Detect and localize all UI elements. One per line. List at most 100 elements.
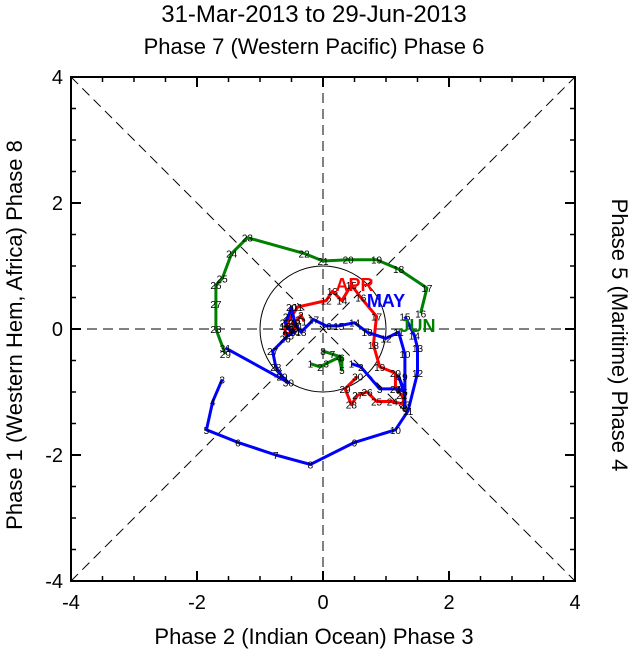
day-label: 23: [242, 234, 254, 245]
day-label: 20: [343, 256, 355, 267]
day-label: 21: [317, 257, 329, 268]
x-tick-label: 4: [569, 592, 580, 614]
series-layer: [204, 236, 429, 466]
day-label: 2: [358, 363, 364, 374]
day-label: 25: [371, 397, 383, 408]
chart-title: 31-Mar-2013 to 29-Jun-2013: [161, 1, 467, 28]
day-label: 31: [292, 322, 304, 333]
day-label: 17: [308, 316, 320, 327]
day-label: 7: [330, 350, 336, 361]
day-label: 6: [289, 325, 295, 336]
day-label: 24: [387, 397, 399, 408]
start-segment-line: [309, 349, 344, 372]
day-label: 7: [286, 322, 292, 333]
day-label: 11: [293, 303, 304, 314]
day-label: 7: [402, 391, 408, 402]
day-label: 5: [294, 324, 300, 335]
day-label: 29: [276, 372, 288, 383]
day-label: 10: [280, 322, 292, 333]
day-label: 19: [289, 319, 301, 330]
day-label: 20: [286, 303, 298, 314]
day-label: 1: [349, 360, 355, 371]
day-label: 13: [412, 344, 424, 355]
right-axis-label: Phase 5 (Maritime) Phase 4: [607, 199, 628, 472]
day-label: 16: [355, 294, 367, 305]
day-label: 30: [283, 379, 295, 390]
day-label: 27: [210, 300, 222, 311]
day-label: 28: [210, 325, 222, 336]
day-label: 27: [267, 347, 279, 358]
day-label: 1: [308, 360, 314, 371]
day-label: 4: [210, 397, 216, 408]
month-label-may: MAY: [367, 291, 405, 311]
day-label: 13: [362, 328, 374, 339]
day-label: 12: [321, 297, 333, 308]
day-label: 21: [390, 385, 402, 396]
day-label: 6: [396, 372, 402, 383]
day-label: 26: [210, 281, 222, 292]
day-label: 28: [270, 363, 282, 374]
day-label: 25: [217, 275, 229, 286]
day-label: 26: [362, 388, 374, 399]
day-label: 25: [283, 331, 295, 342]
day-label: 3: [323, 360, 329, 371]
day-label: 19: [371, 256, 383, 267]
day-label: 4: [336, 353, 342, 364]
day-label: 6: [339, 353, 345, 364]
x-axis-label: Phase 2 (Indian Ocean) Phase 3: [154, 624, 474, 649]
series-jun-line: [214, 236, 429, 355]
series-may-line: [224, 305, 407, 410]
day-label: 18: [393, 265, 405, 276]
day-label: 8: [308, 460, 314, 471]
y-tick-label: 0: [52, 319, 63, 341]
day-label: 3: [295, 316, 301, 327]
day-label: 23: [283, 325, 295, 336]
day-label: 22: [280, 319, 292, 330]
day-label: 27: [352, 391, 364, 402]
day-label: 4: [396, 385, 402, 396]
day-label: 8: [320, 347, 326, 358]
day-label: 8: [290, 328, 296, 339]
day-label: 5: [204, 426, 210, 437]
y-tick-label: -2: [45, 445, 63, 467]
day-label: 1: [301, 317, 307, 328]
day-label: 3: [377, 385, 383, 396]
y-tick-label: -4: [45, 571, 63, 593]
diagonal-guide: [70, 76, 576, 582]
day-label: 17: [371, 312, 383, 323]
series-apr-line: [283, 283, 407, 407]
day-label: 17: [421, 284, 433, 295]
month-label-jun: JUN: [399, 316, 435, 336]
day-label: 9: [282, 330, 288, 341]
day-label: 2: [317, 363, 323, 374]
day-label: 22: [299, 249, 311, 260]
day-label: 14: [349, 319, 361, 330]
day-label: 15: [346, 281, 358, 292]
day-label: 26: [280, 334, 292, 345]
day-label: 30: [352, 372, 364, 383]
day-label: 9: [352, 438, 358, 449]
day-label: 2: [298, 311, 304, 322]
day-label: 8: [402, 404, 408, 415]
day-label: 24: [289, 328, 301, 339]
day-label: 16: [321, 322, 333, 333]
day-label: 5: [402, 388, 408, 399]
day-label: 15: [333, 322, 345, 333]
day-label: 24: [226, 249, 238, 260]
day-label: 14: [409, 331, 421, 342]
y-tick-label: 4: [52, 67, 63, 89]
day-label: 7: [273, 451, 279, 462]
x-tick-label: 2: [443, 592, 454, 614]
x-tick-label: -2: [188, 592, 206, 614]
top-axis-label: Phase 7 (Western Pacific) Phase 6: [143, 34, 485, 59]
day-label: 14: [336, 297, 348, 308]
day-label: 6: [235, 438, 241, 449]
day-label: 9: [402, 372, 408, 383]
day-label: 18: [295, 328, 307, 339]
day-label: 16: [415, 309, 427, 320]
day-label: 21: [283, 312, 295, 323]
day-label: 31: [220, 344, 232, 355]
month-label-apr: APR: [335, 275, 373, 295]
day-label: 22: [396, 391, 408, 402]
